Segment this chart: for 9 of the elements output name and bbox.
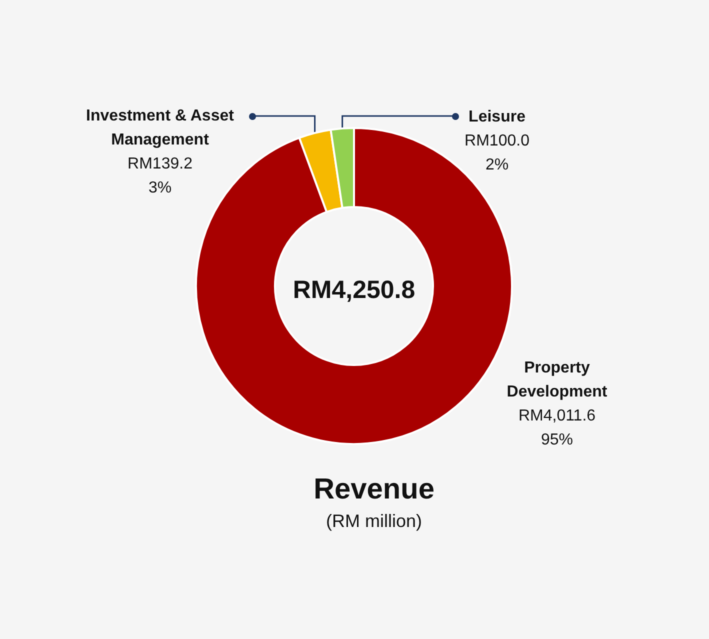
data-label: RM139.2 3% <box>128 156 193 196</box>
data-label: RM4,011.6 95% <box>518 408 596 448</box>
slice-label: Leisure <box>468 108 526 126</box>
slice-label: Property Development <box>506 360 608 400</box>
text: RM4,250.8 <box>292 276 416 304</box>
text: (RM million) <box>326 511 422 531</box>
data-label: RM100.0 2% <box>464 132 530 174</box>
text: Revenue <box>314 474 434 506</box>
slice-label: Investment & Asset Management <box>86 108 235 148</box>
